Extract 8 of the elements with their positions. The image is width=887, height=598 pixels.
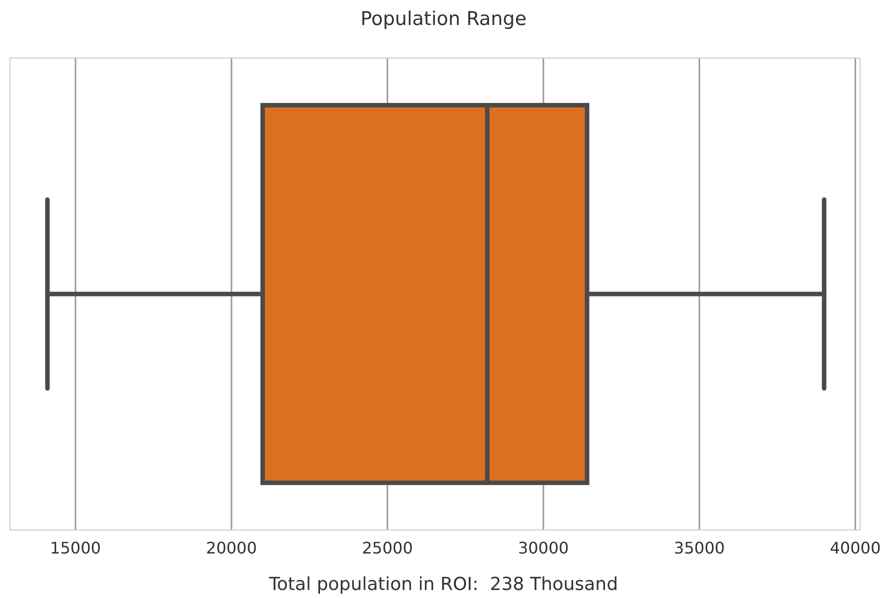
x-tick-label: 25000	[362, 538, 413, 558]
x-tick-label: 20000	[206, 538, 257, 558]
x-tick-label: 30000	[518, 538, 569, 558]
x-axis-title: Total population in ROI: 238 Thousand	[268, 574, 618, 595]
x-tick-label: 15000	[50, 538, 101, 558]
x-tick-label: 35000	[674, 538, 725, 558]
chart-title: Population Range	[360, 8, 527, 30]
x-tick-label: 40000	[830, 538, 881, 558]
